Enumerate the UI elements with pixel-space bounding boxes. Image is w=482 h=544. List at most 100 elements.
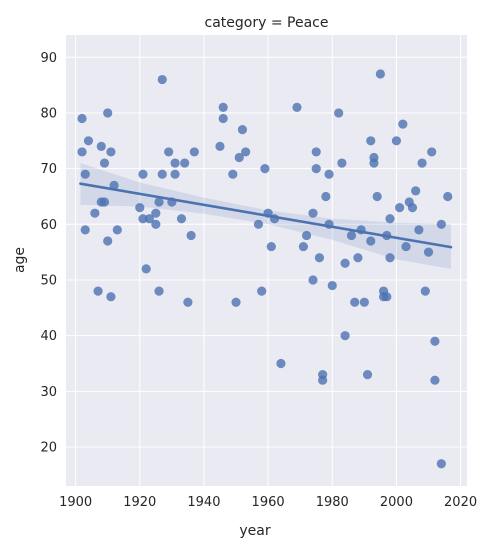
data-point	[334, 108, 344, 118]
data-point	[324, 169, 334, 179]
data-point	[308, 208, 318, 218]
data-point	[369, 158, 379, 168]
data-point	[443, 191, 453, 202]
data-point	[90, 208, 100, 218]
data-point	[257, 286, 267, 296]
data-point	[157, 169, 167, 179]
data-point	[180, 158, 190, 168]
data-point	[154, 286, 164, 296]
data-point	[266, 241, 276, 252]
data-point	[314, 253, 325, 263]
y-tick-label: 50	[40, 273, 57, 288]
data-point	[366, 236, 376, 246]
y-tick-label: 40	[40, 329, 57, 344]
x-tick-label: 2000	[380, 495, 413, 510]
data-point	[80, 169, 90, 179]
data-point	[430, 375, 440, 385]
data-point	[414, 225, 424, 235]
data-point	[103, 108, 113, 118]
data-point	[382, 292, 392, 302]
data-point	[99, 158, 110, 168]
data-point	[391, 136, 402, 146]
data-point	[436, 219, 446, 229]
data-point	[80, 225, 90, 235]
data-point	[183, 297, 193, 307]
x-tick-label: 1980	[316, 495, 349, 510]
data-point	[141, 264, 151, 274]
data-point	[395, 203, 405, 213]
data-point	[276, 358, 286, 369]
data-point	[218, 113, 228, 124]
data-point	[375, 69, 385, 79]
data-point	[186, 230, 196, 241]
data-point	[311, 164, 321, 174]
data-point	[302, 230, 312, 241]
data-point	[253, 219, 264, 229]
data-point	[106, 292, 116, 302]
data-point	[321, 191, 331, 202]
data-point	[398, 119, 408, 129]
data-point	[260, 164, 270, 174]
x-tick-label: 1900	[59, 495, 92, 510]
data-point	[427, 147, 437, 157]
data-point	[385, 253, 395, 263]
y-tick-label: 80	[40, 106, 57, 121]
y-tick-label: 60	[40, 218, 57, 233]
data-point	[417, 158, 427, 168]
x-tick-label: 2020	[444, 495, 477, 510]
grid-lines	[66, 35, 467, 486]
data-point	[176, 214, 187, 224]
x-tick-labels: 1900 1920 1940 1960 1980 2000 2020	[59, 495, 477, 510]
data-point	[308, 275, 318, 285]
data-point	[164, 147, 174, 157]
x-tick-label: 1940	[187, 495, 220, 510]
data-point	[340, 258, 350, 268]
data-point	[77, 147, 87, 157]
data-point	[135, 203, 145, 213]
data-point	[154, 197, 164, 207]
data-point	[218, 102, 228, 112]
data-point	[103, 236, 113, 246]
plot-background	[66, 35, 467, 486]
data-point	[327, 280, 337, 291]
data-point	[311, 147, 321, 157]
data-point	[337, 158, 347, 168]
x-tick-label: 1920	[123, 495, 156, 510]
data-point	[83, 136, 94, 146]
data-point	[157, 74, 167, 85]
data-point	[346, 230, 357, 241]
data-point	[231, 297, 241, 307]
data-point	[228, 169, 238, 179]
data-point	[138, 169, 148, 179]
data-point	[96, 141, 106, 151]
regression-line	[79, 182, 453, 249]
data-point	[318, 375, 328, 385]
data-point	[423, 247, 434, 257]
data-point	[340, 331, 350, 341]
data-point	[407, 203, 418, 213]
y-tick-label: 20	[40, 441, 57, 456]
y-tick-label: 90	[40, 51, 57, 66]
data-point	[112, 225, 122, 235]
data-point	[420, 286, 430, 296]
x-axis-label: year	[239, 523, 270, 539]
data-point	[215, 141, 225, 151]
facet-title: category = Peace	[205, 15, 329, 31]
data-point	[106, 147, 116, 157]
data-point	[170, 158, 180, 168]
data-point	[359, 297, 369, 307]
data-point	[372, 191, 382, 202]
data-point	[241, 147, 251, 157]
data-point	[77, 113, 87, 124]
data-point	[298, 241, 308, 252]
data-point	[138, 214, 148, 224]
y-axis-label: age	[12, 247, 28, 273]
data-point	[436, 459, 446, 469]
data-point	[430, 336, 440, 346]
data-point	[151, 219, 161, 229]
y-tick-labels: 20 30 40 50 60 70 80 90	[40, 51, 57, 456]
data-point	[170, 169, 180, 179]
data-point	[353, 253, 363, 263]
data-point	[93, 286, 103, 296]
